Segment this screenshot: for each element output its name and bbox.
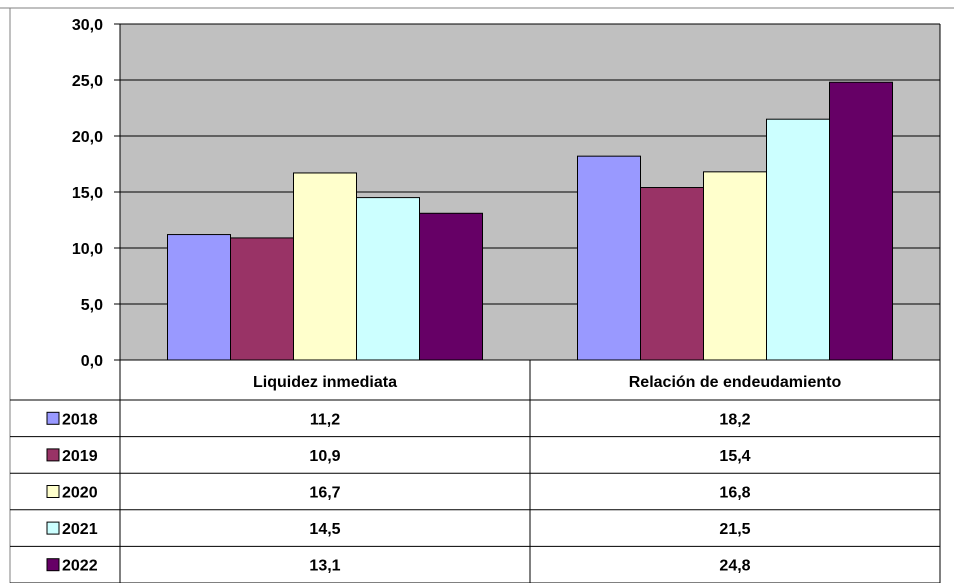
legend-label: 2020 (62, 485, 98, 502)
legend-swatch (46, 521, 60, 535)
bar-2019-2 (640, 187, 704, 361)
bar-2018-1 (167, 234, 231, 361)
table-cell: 16,7 (309, 485, 340, 502)
y-tick-label: 20,0 (72, 129, 103, 146)
category-label: Liquidez inmediata (253, 374, 397, 391)
legend-label: 2018 (62, 411, 98, 428)
table-cell: 14,5 (309, 521, 340, 538)
legend-label: 2021 (62, 521, 98, 538)
y-tick-label: 15,0 (72, 185, 103, 202)
legend-swatch (46, 485, 60, 498)
bar-2020-2 (703, 171, 767, 361)
table-cell: 13,1 (309, 558, 340, 575)
legend-swatch (46, 448, 60, 462)
legend-swatch (46, 558, 60, 572)
table-cell: 11,2 (310, 411, 340, 428)
table-cell: 24,8 (719, 558, 750, 575)
category-label: Relación de endeudamiento (629, 374, 842, 391)
y-tick-label: 10,0 (72, 241, 103, 258)
bar-2022-2 (829, 81, 893, 361)
bar-2019-1 (230, 237, 294, 361)
table-cell: 18,2 (719, 411, 750, 428)
y-tick-label: 5,0 (81, 297, 103, 314)
y-tick-label: 0,0 (81, 353, 103, 370)
legend-swatch (46, 411, 60, 425)
y-tick-label: 25,0 (72, 73, 103, 90)
table-cell: 15,4 (719, 448, 750, 465)
bar-2021-2 (766, 118, 830, 361)
table-cell: 10,9 (309, 448, 340, 465)
legend-label: 2019 (62, 448, 98, 465)
legend-label: 2022 (62, 558, 98, 575)
bar-2021-1 (356, 197, 420, 361)
bar-2018-2 (577, 155, 641, 361)
data-table: Liquidez inmediata Relación de endeudamie… (10, 360, 941, 583)
table-cell: 16,8 (719, 485, 750, 502)
bars (167, 81, 893, 361)
bar-2020-1 (293, 172, 357, 361)
y-tick-label: 30,0 (72, 17, 103, 34)
bar-2022-1 (419, 212, 483, 361)
table-cell: 21,5 (719, 521, 750, 538)
